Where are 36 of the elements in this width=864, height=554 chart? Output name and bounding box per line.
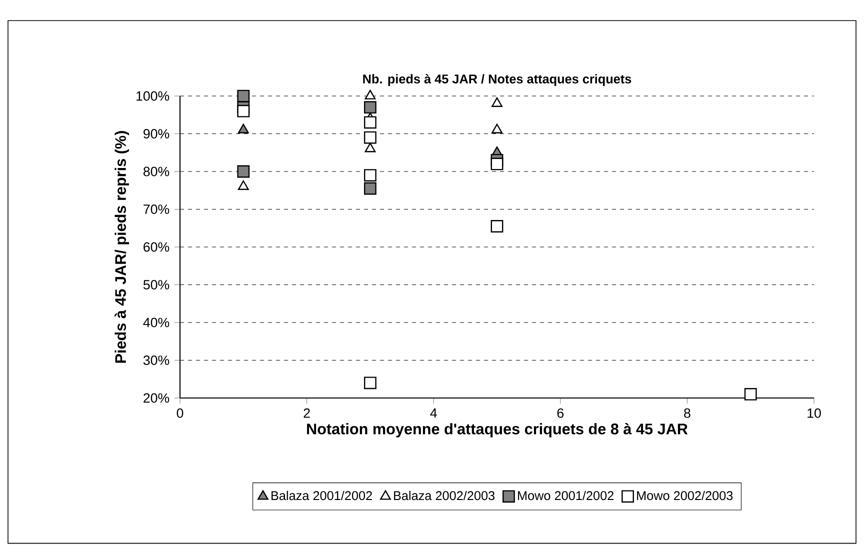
point (492, 124, 502, 134)
x-tick-label: 10 (808, 408, 821, 418)
y-tick-label: 80% (144, 166, 170, 176)
y-axis-title: Pieds à 45 JAR/ pieds repris (%) (114, 131, 130, 363)
x-tick-label: 0 (176, 408, 184, 418)
legend-label: Mowo 2001/2002 (518, 490, 614, 500)
chart-title: Nb. pieds à 45 JAR / Notes attaques criquets (363, 74, 632, 86)
y-tick-label: 90% (144, 129, 170, 138)
y-tick-label: 30% (143, 356, 170, 365)
x-tick-label: 8 (684, 408, 690, 418)
y-tick-label: 20% (144, 393, 170, 403)
y-tick-label: 70% (144, 204, 170, 214)
point (744, 388, 757, 400)
legend-label: Mowo 2002/2003 (637, 490, 733, 500)
point (492, 97, 502, 107)
point (364, 90, 376, 100)
legend-label: Balaza 2001/2002 (272, 490, 372, 500)
point (238, 124, 249, 134)
y-tick-label: 100% (136, 91, 170, 101)
legend-label: Balaza 2002/2003 (394, 490, 495, 500)
x-tick-label: 6 (557, 408, 564, 418)
point (490, 158, 504, 170)
x-tick-label: 2 (304, 408, 310, 418)
point (237, 104, 250, 118)
x-axis-title: Notation moyenne d'attaques criquets de 8 à 45 JAR (307, 422, 688, 438)
x-tick-label: 4 (430, 408, 437, 418)
y-tick-label: 50% (143, 280, 170, 290)
point (364, 142, 376, 152)
y-tick-label: 40% (143, 318, 170, 328)
point (364, 101, 376, 114)
point (237, 90, 250, 102)
point (237, 165, 250, 178)
point (238, 180, 249, 190)
y-tick-label: 60% (144, 242, 170, 252)
point (364, 116, 376, 129)
point (364, 182, 376, 195)
